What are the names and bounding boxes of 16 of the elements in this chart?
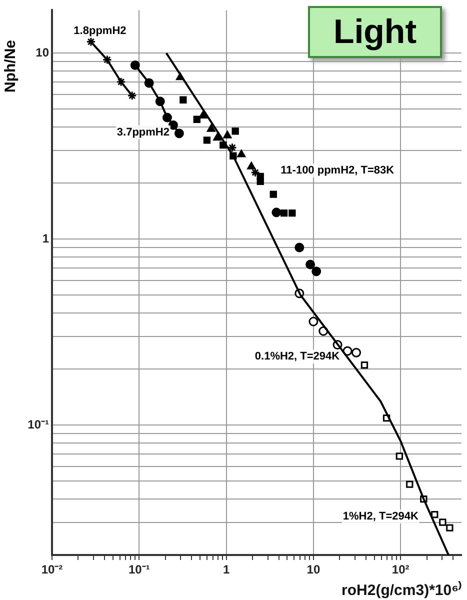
y-tick-label: 1 — [42, 231, 50, 246]
x-tick-label: 10 — [306, 562, 320, 577]
x-tick-label: 1 — [222, 562, 230, 577]
y-tick-label: 10⁻¹ — [28, 417, 50, 432]
x-tick-label: 10⁻² — [41, 562, 63, 577]
series-label: 0.1%H2, T=294K — [254, 350, 340, 363]
x-axis-title: roH2(g/cm3)*10⁶⁾ — [342, 581, 462, 600]
series-label: 1%H2, T=294K — [342, 510, 418, 523]
series-label: 3.7ppmH2 — [116, 126, 170, 138]
y-tick-label: 10 — [36, 45, 50, 60]
y-axis-title: Nph/Ne — [2, 40, 19, 92]
series-label: 11-100 ppmH2, T=83K — [280, 164, 394, 176]
x-tick-label: 10⁻¹ — [128, 562, 150, 577]
x-tick-label: 10² — [392, 562, 410, 577]
series-label: 1.8ppmH2 — [74, 24, 126, 37]
chart-title: Light — [308, 6, 442, 58]
